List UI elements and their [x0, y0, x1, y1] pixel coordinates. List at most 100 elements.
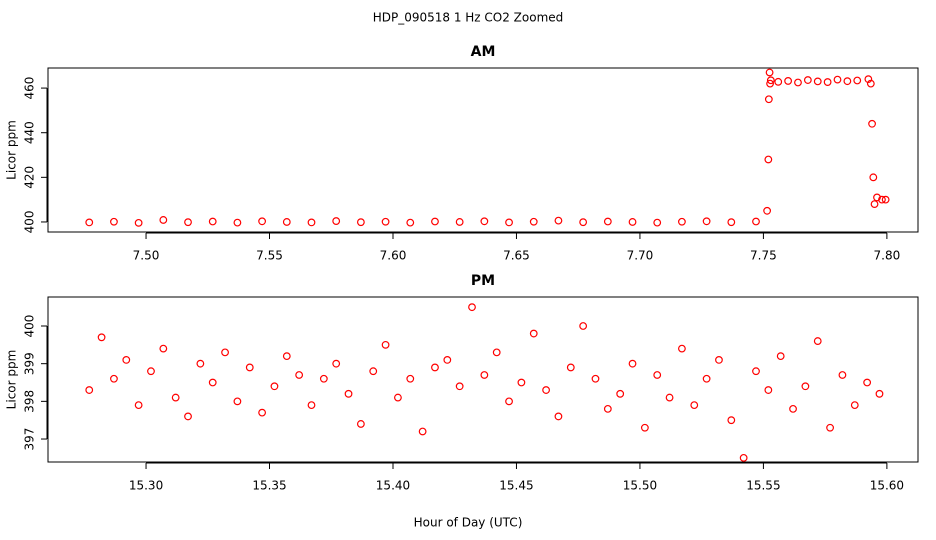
- data-point: [455, 382, 464, 391]
- data-point: [702, 217, 711, 226]
- x-axis-label: Hour of Day (UTC): [414, 516, 523, 530]
- y-tick-label: 440: [23, 121, 37, 144]
- data-point: [85, 386, 94, 394]
- data-point: [529, 329, 538, 338]
- data-point: [307, 218, 316, 227]
- data-point: [406, 374, 415, 383]
- y-axis-label: Licor ppm: [5, 120, 19, 180]
- data-point: [282, 218, 291, 226]
- data-point: [443, 356, 452, 364]
- data-point: [184, 218, 192, 227]
- data-point: [870, 200, 879, 209]
- panel-title: PM: [471, 273, 495, 289]
- data-point: [764, 386, 773, 394]
- data-point: [764, 155, 773, 164]
- data-point: [270, 382, 279, 391]
- data-point: [653, 371, 662, 379]
- x-tick-label: 15.30: [129, 479, 163, 493]
- data-point: [838, 371, 847, 379]
- data-point: [702, 374, 711, 383]
- data-point: [208, 217, 217, 226]
- x-tick-label: 7.75: [750, 249, 777, 263]
- data-point: [715, 356, 723, 364]
- data-point: [881, 195, 890, 204]
- data-point: [789, 404, 797, 413]
- x-tick-label: 15.35: [252, 479, 286, 493]
- x-tick-label: 15.60: [870, 479, 904, 493]
- data-point: [110, 374, 118, 383]
- data-point: [505, 397, 513, 406]
- data-point: [431, 363, 439, 372]
- data-point: [505, 218, 513, 227]
- data-point: [245, 363, 254, 372]
- y-tick-label: 399: [23, 352, 37, 375]
- data-point: [147, 367, 155, 376]
- data-point: [752, 217, 760, 226]
- y-tick-label: 460: [23, 77, 37, 100]
- data-point: [878, 195, 886, 204]
- data-point: [431, 217, 439, 226]
- data-point: [282, 352, 291, 361]
- y-axis-label: Licor ppm: [5, 350, 19, 410]
- data-point: [866, 79, 875, 88]
- data-point: [542, 386, 550, 394]
- data-point: [455, 218, 464, 226]
- data-point: [122, 356, 131, 364]
- data-point: [603, 404, 612, 413]
- data-point: [803, 76, 812, 84]
- data-point: [159, 216, 168, 224]
- data-point: [764, 95, 773, 104]
- data-point: [868, 119, 876, 128]
- data-point: [873, 193, 881, 202]
- data-point: [184, 412, 192, 421]
- data-point: [752, 367, 760, 376]
- data-point: [492, 348, 501, 357]
- y-tick-label: 397: [23, 428, 37, 451]
- y-tick-label: 400: [23, 211, 37, 234]
- y-tick-label: 400: [23, 315, 37, 338]
- data-point: [774, 77, 783, 86]
- data-point: [763, 206, 772, 215]
- data-point: [776, 352, 785, 361]
- data-point: [134, 401, 143, 410]
- data-point: [813, 77, 822, 86]
- data-point: [853, 76, 862, 85]
- data-point: [727, 218, 736, 227]
- data-point: [332, 217, 341, 225]
- x-tick-label: 15.40: [376, 479, 410, 493]
- data-point: [307, 401, 316, 410]
- data-point: [678, 344, 686, 353]
- data-point: [468, 303, 476, 312]
- plot-frame: [47, 296, 919, 463]
- data-point: [529, 217, 538, 226]
- data-point: [843, 77, 852, 86]
- x-tick-label: 7.65: [503, 249, 530, 263]
- x-tick-label: 15.55: [746, 479, 780, 493]
- data-point: [665, 393, 674, 402]
- data-point: [381, 217, 390, 226]
- data-point: [258, 217, 267, 226]
- data-point: [418, 427, 427, 436]
- data-point: [134, 218, 143, 227]
- data-point: [616, 389, 625, 398]
- panel-title: AM: [471, 44, 496, 60]
- data-point: [480, 217, 489, 226]
- data-point: [233, 397, 242, 406]
- data-point: [813, 337, 822, 345]
- data-point: [566, 363, 575, 372]
- x-tick-label: 7.55: [256, 249, 283, 263]
- data-point: [826, 423, 834, 432]
- data-point: [295, 371, 304, 379]
- x-tick-label: 7.50: [133, 249, 160, 263]
- data-point: [208, 378, 217, 387]
- data-point: [833, 75, 842, 84]
- data-point: [591, 374, 600, 383]
- data-point: [196, 359, 205, 368]
- data-point: [765, 68, 774, 77]
- x-tick-label: 15.45: [499, 479, 533, 493]
- data-point: [579, 322, 588, 330]
- x-tick-label: 7.60: [380, 249, 407, 263]
- data-point: [739, 453, 748, 462]
- y-tick-label: 398: [23, 390, 37, 413]
